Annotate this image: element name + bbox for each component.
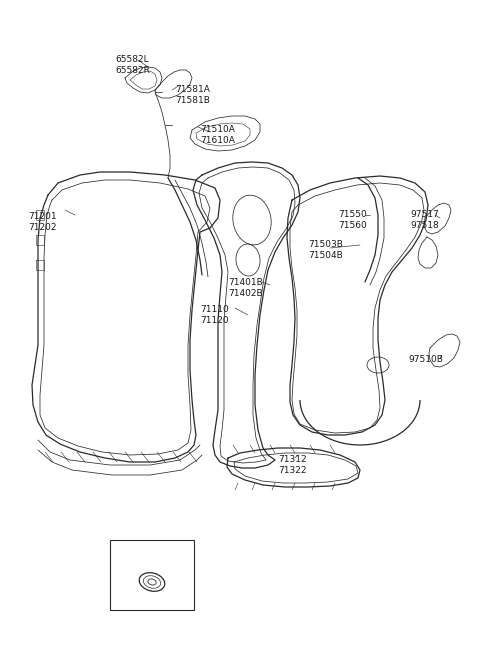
Text: 97510B: 97510B [408, 355, 443, 364]
Text: 1025AB: 1025AB [118, 544, 156, 554]
Text: 71401B
71402B: 71401B 71402B [228, 278, 263, 298]
Text: 71581A
71581B: 71581A 71581B [175, 85, 210, 105]
Text: 71503B
71504B: 71503B 71504B [308, 240, 343, 260]
Bar [110, 540, 194, 610]
Text: 71312
71322: 71312 71322 [278, 455, 307, 475]
Text: 71510A
71610A: 71510A 71610A [200, 125, 235, 145]
Text: 65582L
65582R: 65582L 65582R [115, 55, 150, 75]
Text: 71201
71202: 71201 71202 [28, 212, 57, 232]
Text: 71110
71120: 71110 71120 [200, 305, 229, 325]
Text: 97517
97518: 97517 97518 [410, 210, 439, 230]
Text: 71550
71560: 71550 71560 [338, 210, 367, 230]
